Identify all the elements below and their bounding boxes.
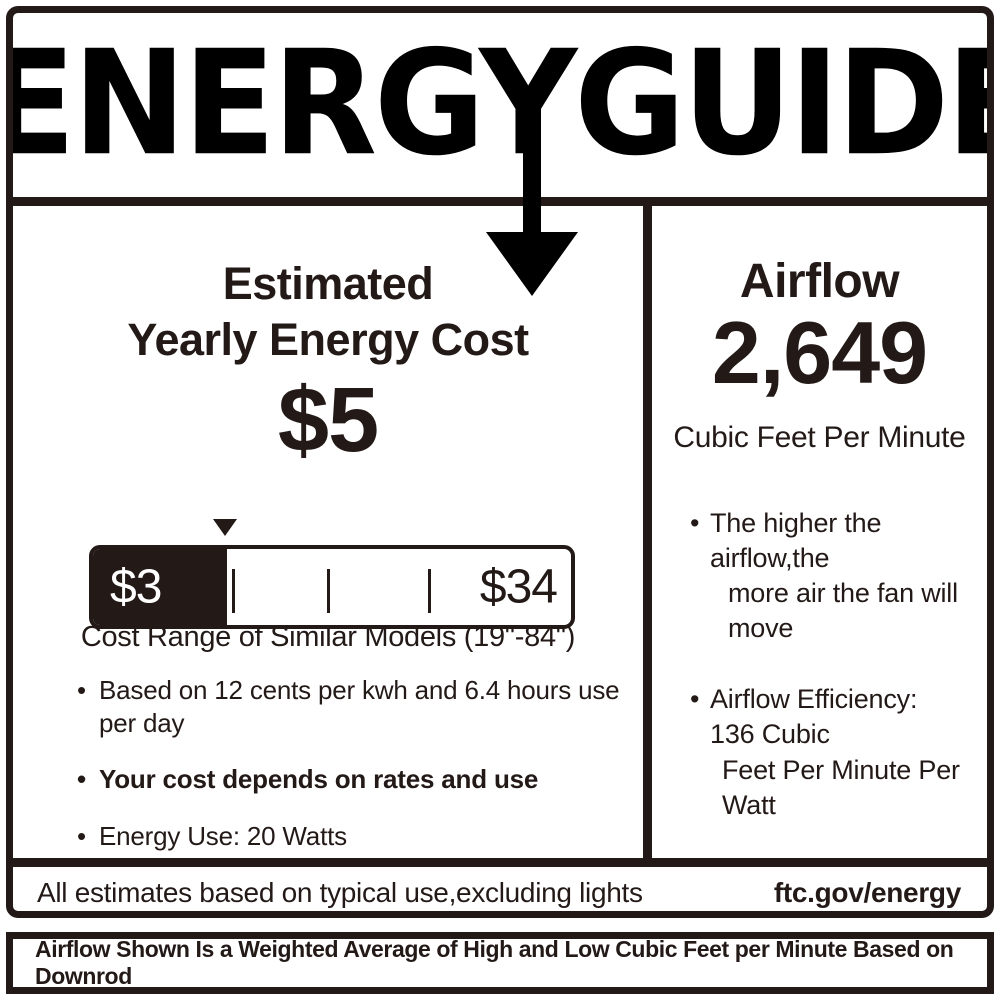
cost-bullet-item: • Your cost depends on rates and use	[77, 763, 627, 796]
airflow-bullet-list: • The higher the airflow,the more air th…	[690, 506, 969, 859]
airflow-bullet-line2: Feet Per Minute Per Watt	[722, 754, 960, 820]
cost-heading-line2: Yearly Energy Cost	[127, 314, 529, 365]
cost-bullet-text: Energy Use: 20 Watts	[99, 820, 347, 851]
masthead: ENERGYGUIDE	[13, 13, 987, 206]
footer-strip: All estimates based on typical use,exclu…	[13, 858, 987, 918]
cost-range-marker-icon	[213, 519, 238, 536]
cost-bullet-item: • Energy Use: 20 Watts	[77, 820, 627, 853]
cost-bullet-text: Your cost depends on rates and use	[99, 764, 539, 794]
bullet-dot-icon: •	[77, 675, 86, 705]
bullet-dot-icon: •	[690, 508, 700, 538]
cost-bullet-list: • Based on 12 cents per kwh and 6.4 hour…	[77, 674, 627, 876]
footer-note: All estimates based on typical use,exclu…	[37, 876, 643, 908]
ftc-url[interactable]: ftc.gov/energy	[773, 876, 961, 908]
bullet-dot-icon: •	[77, 764, 86, 794]
airflow-bullet-item: • Airflow Efficiency: 136 Cubic Feet Per…	[690, 682, 969, 822]
column-divider	[643, 206, 652, 858]
airflow-bullet-line1: The higher the airflow,the	[710, 508, 882, 574]
airflow-bullet-item: • The higher the airflow,the more air th…	[690, 506, 969, 646]
body-row: Estimated Yearly Energy Cost $5 $3 $34 C…	[13, 206, 987, 858]
brand-title-text: ENERGYGUIDE	[13, 19, 987, 189]
range-tick-mark	[427, 569, 431, 613]
airflow-panel: Airflow 2,649 Cubic Feet Per Minute • Th…	[652, 206, 987, 858]
bullet-dot-icon: •	[77, 820, 86, 851]
label-main-card: ENERGYGUIDE Estimated Yearly Energy Cost…	[6, 6, 994, 918]
airflow-bullet-line2: more air the fan will move	[728, 578, 958, 644]
cost-range-track: $3 $34	[89, 545, 575, 629]
cost-range-fill	[93, 549, 227, 625]
disclaimer-box: Airflow Shown Is a Weighted Average of H…	[6, 932, 994, 994]
disclaimer-text: Airflow Shown Is a Weighted Average of H…	[35, 936, 954, 989]
cost-bullet-item: • Based on 12 cents per kwh and 6.4 hour…	[77, 674, 627, 739]
cost-range-caption: Cost Range of Similar Models (19"-84")	[80, 621, 576, 653]
range-tick-mark	[231, 569, 235, 613]
cost-range-bar: $3 $34	[89, 519, 575, 629]
airflow-value: 2,649	[711, 303, 928, 402]
airflow-title: Airflow	[739, 255, 900, 308]
cost-bullet-text: Based on 12 cents per kwh and 6.4 hours …	[99, 675, 620, 738]
estimated-yearly-cost-value: $5	[277, 369, 379, 471]
range-tick-mark	[327, 569, 331, 613]
bullet-dot-icon: •	[690, 684, 700, 715]
brand-title: ENERGYGUIDE	[13, 32, 987, 176]
cost-panel: Estimated Yearly Energy Cost $5 $3 $34 C…	[13, 206, 643, 858]
cost-range-low-label: $3	[110, 560, 162, 614]
airflow-bullet-line1: Airflow Efficiency: 136 Cubic	[710, 684, 918, 750]
airflow-units: Cubic Feet Per Minute	[673, 421, 966, 454]
cost-range-high-label: $34	[479, 560, 558, 614]
cost-heading-line1: Estimated	[222, 258, 434, 309]
